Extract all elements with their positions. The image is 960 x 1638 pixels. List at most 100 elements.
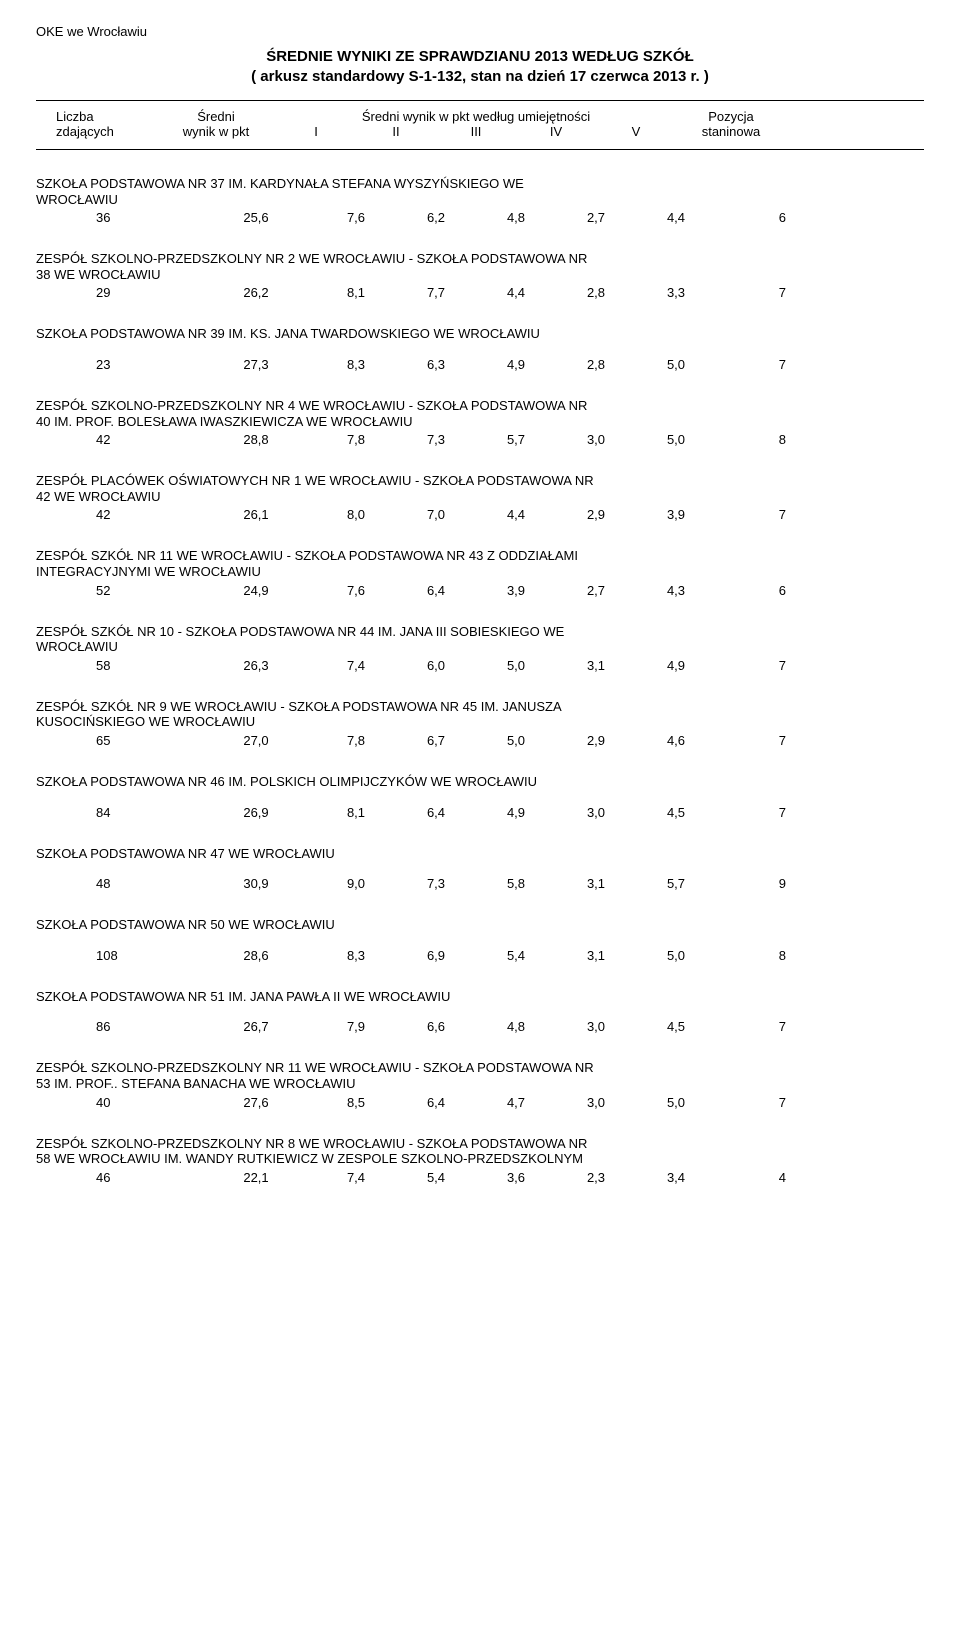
- cell-v1: 8,1: [316, 285, 396, 300]
- school-name: ZESPÓŁ SZKÓŁ NR 9 WE WROCŁAWIU - SZKOŁA …: [36, 699, 924, 730]
- cell-n: 48: [96, 876, 196, 891]
- cell-n: 84: [96, 805, 196, 820]
- cell-v1: 7,9: [316, 1019, 396, 1034]
- school-section: SZKOŁA PODSTAWOWA NR 50 WE WROCŁAWIU1082…: [36, 917, 924, 963]
- cell-v5: 5,0: [636, 357, 716, 372]
- cell-s: 7: [716, 733, 826, 748]
- school-name: ZESPÓŁ SZKOLNO-PRZEDSZKOLNY NR 11 WE WRO…: [36, 1060, 924, 1091]
- table-header-row1: Liczba Średni Średni wynik w pkt według …: [36, 103, 924, 125]
- cell-n: 52: [96, 583, 196, 598]
- cell-v3: 4,9: [476, 805, 556, 820]
- cell-v2: 6,4: [396, 1095, 476, 1110]
- rule-bottom: [36, 149, 924, 150]
- cell-v5: 5,0: [636, 432, 716, 447]
- cell-s: 4: [716, 1170, 826, 1185]
- cell-v4: 2,7: [556, 210, 636, 225]
- cell-v4: 2,3: [556, 1170, 636, 1185]
- school-name: SZKOŁA PODSTAWOWA NR 37 IM. KARDYNAŁA ST…: [36, 176, 924, 207]
- cell-v2: 6,4: [396, 583, 476, 598]
- school-section: SZKOŁA PODSTAWOWA NR 39 IM. KS. JANA TWA…: [36, 326, 924, 372]
- cell-a: 25,6: [196, 210, 316, 225]
- cell-n: 23: [96, 357, 196, 372]
- cell-s: 7: [716, 658, 826, 673]
- cell-s: 7: [716, 507, 826, 522]
- cell-v1: 8,1: [316, 805, 396, 820]
- school-name: SZKOŁA PODSTAWOWA NR 39 IM. KS. JANA TWA…: [36, 326, 924, 342]
- title-line: ŚREDNIE WYNIKI ZE SPRAWDZIANU 2013 WEDŁU…: [36, 47, 924, 67]
- cell-a: 27,6: [196, 1095, 316, 1110]
- cell-v2: 7,0: [396, 507, 476, 522]
- cell-v3: 5,4: [476, 948, 556, 963]
- cell-v4: 2,7: [556, 583, 636, 598]
- col-v: V: [596, 124, 676, 139]
- cell-v5: 3,3: [636, 285, 716, 300]
- cell-a: 27,3: [196, 357, 316, 372]
- data-row: 2327,38,36,34,92,85,07: [36, 356, 924, 372]
- cell-v2: 7,7: [396, 285, 476, 300]
- cell-v2: 6,7: [396, 733, 476, 748]
- cell-v1: 7,4: [316, 1170, 396, 1185]
- cell-v3: 4,4: [476, 507, 556, 522]
- school-name: ZESPÓŁ SZKOLNO-PRZEDSZKOLNY NR 2 WE WROC…: [36, 251, 924, 282]
- school-section: ZESPÓŁ SZKOLNO-PRZEDSZKOLNY NR 4 WE WROC…: [36, 398, 924, 447]
- cell-v3: 4,8: [476, 1019, 556, 1034]
- cell-a: 26,2: [196, 285, 316, 300]
- cell-v1: 7,8: [316, 432, 396, 447]
- cell-v5: 5,7: [636, 876, 716, 891]
- school-name: ZESPÓŁ PLACÓWEK OŚWIATOWYCH NR 1 WE WROC…: [36, 473, 924, 504]
- school-name: ZESPÓŁ SZKOLNO-PRZEDSZKOLNY NR 8 WE WROC…: [36, 1136, 924, 1167]
- cell-v5: 5,0: [636, 1095, 716, 1110]
- cell-n: 42: [96, 432, 196, 447]
- cell-n: 65: [96, 733, 196, 748]
- data-row: 4830,99,07,35,83,15,79: [36, 875, 924, 891]
- cell-v2: 6,0: [396, 658, 476, 673]
- cell-a: 27,0: [196, 733, 316, 748]
- school-section: SZKOŁA PODSTAWOWA NR 46 IM. POLSKICH OLI…: [36, 774, 924, 820]
- cell-v3: 4,4: [476, 285, 556, 300]
- cell-v5: 3,4: [636, 1170, 716, 1185]
- cell-v3: 4,9: [476, 357, 556, 372]
- school-name: SZKOŁA PODSTAWOWA NR 50 WE WROCŁAWIU: [36, 917, 924, 933]
- cell-v1: 7,4: [316, 658, 396, 673]
- cell-v3: 5,8: [476, 876, 556, 891]
- cell-v3: 3,6: [476, 1170, 556, 1185]
- cell-v4: 2,8: [556, 357, 636, 372]
- cell-v3: 4,8: [476, 210, 556, 225]
- school-name: SZKOŁA PODSTAWOWA NR 46 IM. POLSKICH OLI…: [36, 774, 924, 790]
- cell-a: 26,1: [196, 507, 316, 522]
- cell-v2: 6,9: [396, 948, 476, 963]
- cell-s: 7: [716, 1095, 826, 1110]
- col-ii: II: [356, 124, 436, 139]
- data-row: 5224,97,66,43,92,74,36: [36, 582, 924, 598]
- page-title: ŚREDNIE WYNIKI ZE SPRAWDZIANU 2013 WEDŁU…: [36, 47, 924, 88]
- cell-a: 26,7: [196, 1019, 316, 1034]
- col-sredni-sub: wynik w pkt: [156, 124, 276, 139]
- school-section: SZKOŁA PODSTAWOWA NR 47 WE WROCŁAWIU 4830…: [36, 846, 924, 892]
- cell-n: 36: [96, 210, 196, 225]
- cell-n: 46: [96, 1170, 196, 1185]
- cell-v5: 4,5: [636, 805, 716, 820]
- data-row: 8426,98,16,44,93,04,57: [36, 804, 924, 820]
- col-pozycja-sub: staninowa: [676, 124, 786, 139]
- col-liczba-sub: zdających: [56, 124, 156, 139]
- cell-a: 26,3: [196, 658, 316, 673]
- col-iii: III: [436, 124, 516, 139]
- data-row: 3625,67,66,24,82,74,46: [36, 209, 924, 225]
- cell-s: 6: [716, 210, 826, 225]
- cell-a: 24,9: [196, 583, 316, 598]
- title-line: ( arkusz standardowy S-1-132, stan na dz…: [36, 67, 924, 87]
- school-section: SZKOŁA PODSTAWOWA NR 51 IM. JANA PAWŁA I…: [36, 989, 924, 1035]
- cell-s: 6: [716, 583, 826, 598]
- cell-v1: 8,3: [316, 948, 396, 963]
- col-liczba: Liczba: [56, 109, 156, 125]
- cell-v3: 5,0: [476, 658, 556, 673]
- cell-s: 9: [716, 876, 826, 891]
- cell-s: 8: [716, 948, 826, 963]
- header-org: OKE we Wrocławiu: [36, 24, 924, 39]
- cell-v1: 8,5: [316, 1095, 396, 1110]
- school-name: SZKOŁA PODSTAWOWA NR 47 WE WROCŁAWIU: [36, 846, 924, 862]
- school-section: ZESPÓŁ PLACÓWEK OŚWIATOWYCH NR 1 WE WROC…: [36, 473, 924, 522]
- cell-v5: 4,4: [636, 210, 716, 225]
- col-i: I: [276, 124, 356, 139]
- data-row: 4622,17,45,43,62,33,44: [36, 1169, 924, 1185]
